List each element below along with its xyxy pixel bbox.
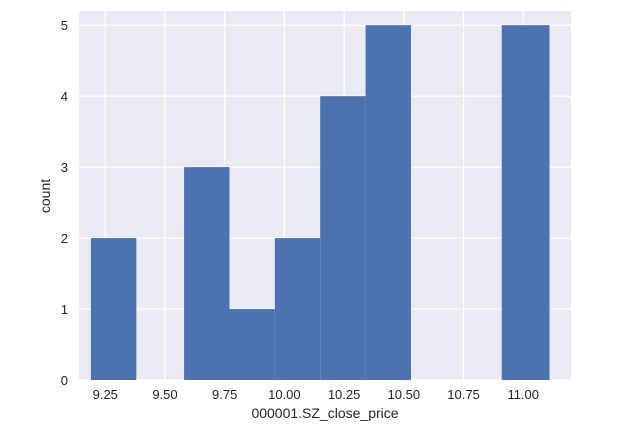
histogram-bar <box>229 309 275 380</box>
histogram-bar <box>320 96 366 381</box>
x-tick-label: 10.75 <box>447 387 480 402</box>
x-axis-ticks: 9.25 9.50 9.75 10.00 10.25 10.50 10.75 11.00 <box>93 387 539 402</box>
y-tick-label: 3 <box>61 160 68 175</box>
x-tick-label: 9.25 <box>93 387 118 402</box>
x-axis-label: 000001.SZ_close_price <box>251 405 398 421</box>
y-axis-label: count <box>37 179 53 213</box>
histogram-bar <box>501 25 550 380</box>
x-tick-label: 10.25 <box>328 387 361 402</box>
histogram-bar <box>184 167 230 380</box>
x-tick-label: 9.75 <box>212 387 237 402</box>
x-tick-label: 10.00 <box>268 387 301 402</box>
histogram-bar <box>274 238 321 380</box>
x-tick-label: 10.50 <box>388 387 421 402</box>
y-tick-label: 4 <box>61 89 68 104</box>
histogram-bar <box>90 238 137 380</box>
y-tick-label: 2 <box>61 231 68 246</box>
y-tick-label: 1 <box>61 302 68 317</box>
histogram-bar <box>365 25 411 380</box>
histogram-bars <box>90 25 550 381</box>
y-axis-ticks: 0 1 2 3 4 5 <box>61 18 68 388</box>
x-tick-label: 9.50 <box>152 387 177 402</box>
x-tick-label: 11.00 <box>507 387 539 402</box>
y-tick-label: 5 <box>61 18 68 33</box>
y-tick-label: 0 <box>61 373 68 388</box>
